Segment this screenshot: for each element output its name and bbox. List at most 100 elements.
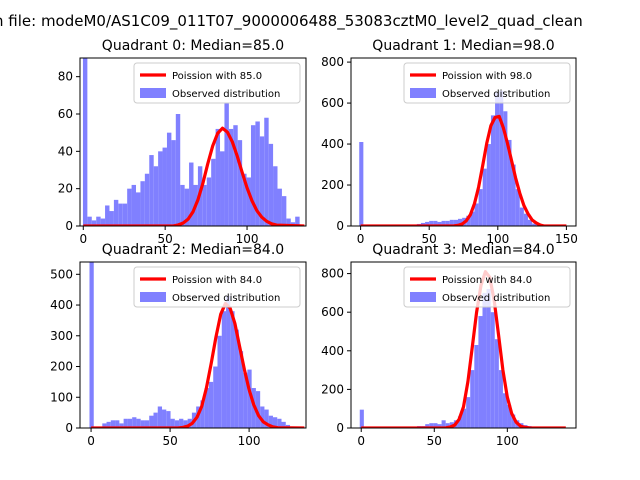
legend-label: Poission with 98.0 [442,71,532,82]
observed-bar [162,147,167,226]
legend-observed-swatch [410,88,436,98]
x-tick-label: 150 [555,232,578,246]
observed-bar [511,414,516,428]
x-tick-label: 50 [422,232,437,246]
observed-bar [109,211,114,226]
y-tick-label: 400 [321,344,344,358]
x-tick-label: 100 [238,434,261,448]
observed-bar [478,189,483,226]
observed-bar [295,216,300,226]
legend-label: Poission with 84.0 [442,275,532,286]
observed-bar [470,370,475,428]
observed-bar [180,184,185,226]
observed-bar [511,164,516,226]
y-tick-label: 0 [336,219,344,233]
y-tick-label: 400 [50,298,73,312]
x-tick-label: 0 [357,232,365,246]
y-tick-label: 800 [321,267,344,281]
observed-bar [149,415,154,428]
figure-suptitle: n file: modeM0/AS1C09_011T07_9000006488_… [0,12,583,31]
quadrant-1-title: Quadrant 1: Median=98.0 [372,38,554,54]
observed-bar [149,155,154,226]
observed-bar [221,311,227,428]
observed-bar [127,418,133,428]
observed-bar [174,420,180,428]
legend-observed-swatch [140,88,166,98]
observed-bar [122,203,128,226]
observed-bar [100,218,106,226]
observed-bar [228,128,234,226]
observed-bar [507,404,512,428]
observed-bar [179,418,184,428]
y-tick-label: 0 [65,219,73,233]
axes-frame [350,261,577,429]
observed-bar [466,215,471,226]
observed-bar [264,117,269,226]
observed-bar [153,412,158,428]
quadrant-3-title: Quadrant 3: Median=84.0 [372,242,554,258]
observed-bar [494,339,499,428]
observed-bar [277,418,282,428]
observed-bar [110,420,116,428]
observed-bar [115,420,120,428]
y-tick-label: 100 [50,390,73,404]
observed-bar [247,369,252,428]
x-tick-label: 100 [496,434,519,448]
legend-label: Observed distribution [442,293,550,304]
observed-bars [89,262,295,428]
observed-bar [429,220,434,226]
observed-bar [532,223,537,226]
observed-bar [478,316,483,428]
observed-bar [474,345,479,428]
y-tick-label: 500 [50,267,73,281]
y-tick-label: 60 [58,107,73,121]
observed-bar [105,205,110,226]
legend-box [403,62,571,104]
observed-bar [144,173,150,226]
x-tick-label: 50 [158,232,173,246]
y-tick-label: 80 [58,70,73,84]
observed-bar [519,207,524,226]
y-tick-label: 400 [321,137,344,151]
observed-bar [441,220,446,226]
x-tick-label: 50 [427,434,442,448]
y-tick-label: 0 [336,421,344,435]
observed-bar [445,423,450,428]
observed-bar [466,397,471,428]
axes-frame [350,57,577,227]
observed-bar [523,213,528,226]
legend-label: Poission with 85.0 [172,71,262,82]
observed-bar [264,409,269,428]
observed-bar [153,166,159,226]
observed-bar [166,132,172,226]
observed-bar [482,168,487,226]
observed-bar [462,408,467,428]
y-tick-label: 200 [50,360,73,374]
observed-bar [437,424,442,428]
legend-box [133,62,301,104]
legend-label: Poission with 84.0 [172,275,262,286]
observed-bar [250,125,256,226]
observed-bar [189,162,194,226]
observed-bar [183,420,188,428]
y-tick-label: 200 [321,382,344,396]
observed-bar [144,420,150,428]
quadrant-1-panel: Quadrant 1: Median=98.0 0 50 100 150 0 200 400 6… [321,38,578,246]
observed-bar [158,151,163,226]
observed-bar [96,216,101,226]
observed-bar [268,143,274,226]
observed-bar [281,196,287,226]
observed-bar [204,388,209,428]
observed-bar [140,181,145,226]
legend: Poission with 98.0 Observed distribution [403,62,571,104]
y-tick-label: 40 [58,144,73,158]
observed-bar [449,219,454,226]
observed-bar [429,423,434,428]
observed-bars [359,90,566,226]
observed-bar [224,102,229,226]
axes-frame [79,261,307,429]
observed-bar [507,139,512,226]
y-tick-label: 20 [58,182,73,196]
legend-box [133,266,301,308]
